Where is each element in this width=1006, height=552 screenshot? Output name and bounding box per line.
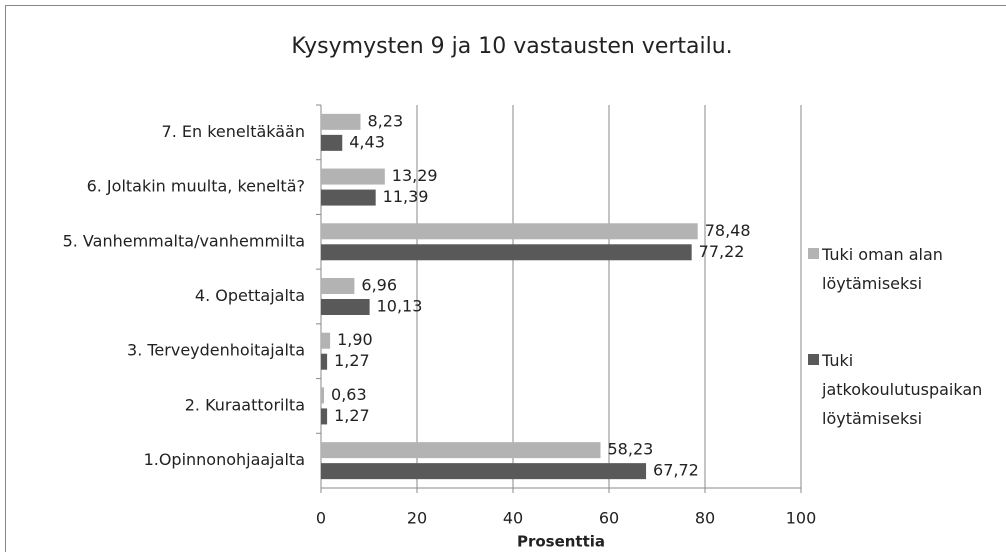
data-label: 1,27 [334, 406, 370, 425]
data-label: 0,63 [331, 385, 367, 404]
bar [321, 113, 361, 130]
chart-title: Kysymysten 9 ja 10 vastausten vertailu. [291, 34, 732, 59]
legend-label: Tuki oman alan löytämiseksi [822, 245, 943, 293]
bar [321, 332, 331, 349]
legend-item: Tuki jatkokoulutuspaikan löytämiseksi [808, 346, 982, 433]
data-label: 58,23 [608, 440, 654, 459]
data-label: 4,43 [349, 132, 385, 151]
y-tick-label: 7. En keneltäkään [162, 122, 305, 141]
bar [321, 134, 343, 151]
data-label: 11,39 [383, 187, 429, 206]
x-tick-label: 80 [695, 509, 715, 528]
data-label: 67,72 [653, 461, 699, 480]
bar [321, 442, 601, 459]
legend-item: Tuki oman alan löytämiseksi [808, 240, 972, 298]
data-label: 10,13 [377, 297, 423, 316]
data-label: 1,90 [337, 330, 373, 349]
bar [321, 408, 328, 425]
bar [321, 387, 325, 404]
data-label: 13,29 [392, 166, 438, 185]
data-label: 78,48 [705, 221, 751, 240]
data-label: 8,23 [368, 111, 404, 130]
x-tick-label: 20 [407, 509, 427, 528]
x-tick-label: 40 [503, 509, 523, 528]
x-axis-label: Prosenttia [517, 533, 605, 551]
x-tick-label: 60 [599, 509, 619, 528]
chart-border [5, 5, 1006, 552]
x-tick-label: 0 [316, 509, 326, 528]
y-tick-label: 2. Kuraattorilta [185, 395, 305, 414]
bar [321, 168, 385, 185]
y-tick-label: 5. Vanhemmalta/vanhemmilta [63, 231, 305, 250]
data-label: 6,96 [361, 276, 397, 295]
data-label: 77,22 [699, 242, 745, 261]
bar [321, 353, 328, 370]
y-tick-label: 4. Opettajalta [195, 286, 305, 305]
bar [321, 278, 355, 294]
bar [321, 463, 647, 480]
y-tick-label: 3. Terveydenhoitajalta [127, 341, 305, 360]
bar [321, 223, 698, 240]
x-tick-label: 100 [786, 509, 817, 528]
bar [321, 189, 376, 206]
y-tick-label: 1.Opinnonohjaajalta [144, 450, 305, 469]
bar [321, 299, 370, 315]
legend-label: Tuki jatkokoulutuspaikan löytämiseksi [822, 351, 983, 428]
legend-swatch [808, 354, 819, 365]
legend-swatch [808, 248, 819, 259]
data-label: 1,27 [334, 351, 370, 370]
y-tick-label: 6. Joltakin muulta, keneltä? [87, 177, 305, 196]
bar [321, 244, 692, 261]
